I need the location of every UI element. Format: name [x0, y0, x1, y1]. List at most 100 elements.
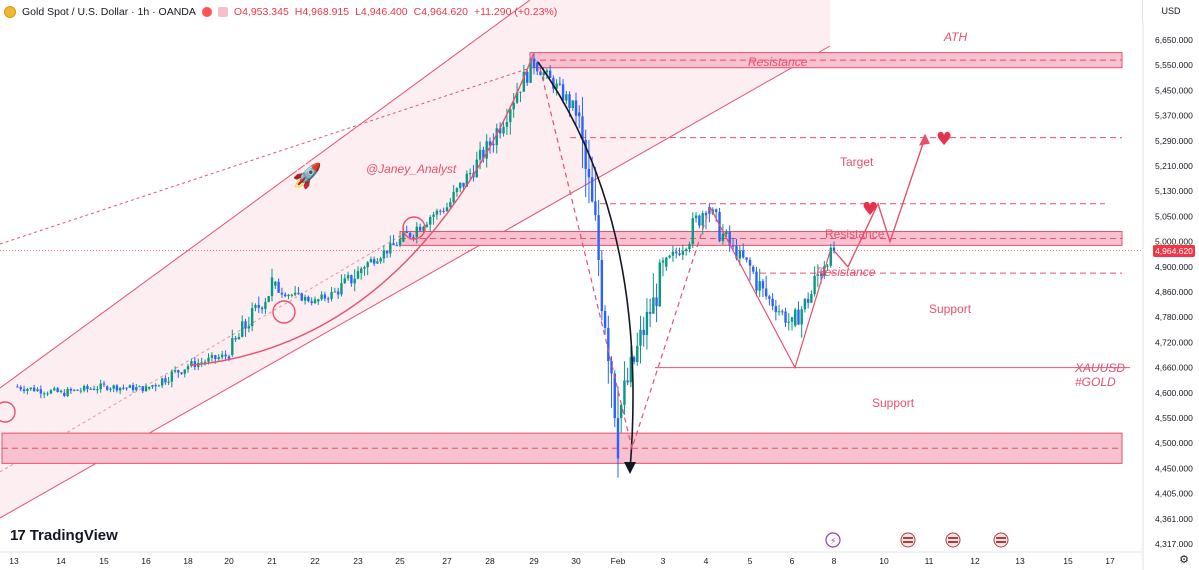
candle-body — [408, 233, 412, 237]
market-dot-icon — [201, 7, 212, 17]
price-tick-label: 5,370.000 — [1155, 111, 1193, 121]
highlight-circle — [402, 216, 426, 240]
candle-body — [106, 386, 109, 390]
us-flag-stripe — [948, 541, 958, 543]
candle-body — [777, 311, 781, 313]
candle-body — [122, 387, 125, 389]
candle-body — [376, 261, 379, 264]
time-tick-label: 8 — [832, 556, 837, 566]
candle-body — [452, 192, 455, 203]
price-tick-label: 4,361.000 — [1155, 514, 1193, 524]
candle-body — [691, 218, 694, 245]
candle-body — [183, 369, 186, 374]
price-tick-label: 4,720.000 — [1155, 337, 1193, 347]
candle-body — [247, 326, 251, 329]
candle-body — [652, 297, 655, 314]
candle-body — [214, 355, 217, 360]
price-axis-bg — [1143, 0, 1199, 570]
candle-body — [76, 389, 79, 391]
currency-selector[interactable]: USD — [1142, 0, 1199, 22]
candle-body — [584, 139, 587, 169]
tradingview-logo[interactable]: 17 TradingView — [10, 527, 118, 544]
candle-body — [287, 294, 290, 297]
candle-body — [681, 250, 685, 255]
candle-body — [568, 94, 571, 109]
candle-body — [694, 215, 698, 219]
candle-body — [787, 321, 790, 323]
candle-body — [718, 211, 721, 241]
candle-body — [465, 173, 469, 187]
candle-body — [655, 297, 658, 307]
symbol-title[interactable]: Gold Spot / U.S. Dollar · 1h · OANDA — [22, 6, 196, 18]
candle-body — [79, 390, 83, 392]
candle-body — [207, 357, 210, 362]
candle-body — [642, 329, 645, 336]
candle-body — [310, 301, 313, 303]
resistance-zone-label: Resistance — [816, 265, 876, 279]
candle-body — [645, 311, 649, 336]
candle-body — [109, 388, 112, 390]
candle-body — [678, 253, 681, 255]
candle-body — [164, 378, 167, 383]
candle-body — [764, 288, 768, 297]
candle-body — [151, 385, 154, 387]
candle-body — [157, 385, 161, 387]
candle-body — [379, 258, 382, 262]
price-tick-label: 4,900.000 — [1155, 262, 1193, 272]
candle-body — [415, 226, 418, 237]
equals-icon — [217, 7, 228, 17]
candle-body — [177, 370, 180, 373]
candle-body — [813, 275, 816, 295]
candle-body — [485, 141, 488, 159]
candle-body — [829, 247, 832, 266]
settings-gear-icon[interactable]: ⚙ — [1179, 554, 1189, 566]
candle-body — [200, 362, 203, 364]
candle-body — [170, 371, 174, 382]
candle-body — [758, 281, 761, 291]
candle-body — [665, 257, 668, 267]
candle-body — [552, 77, 555, 89]
candle-body — [439, 210, 442, 212]
last-price-badge: 4,964.620 — [1153, 244, 1195, 257]
resistance-mid-label: Resistance — [825, 227, 885, 241]
candle-body — [505, 121, 509, 127]
candle-body — [254, 305, 257, 309]
candle-body — [231, 338, 234, 355]
candle-body — [425, 224, 429, 227]
time-tick-label: 15 — [99, 556, 109, 566]
candle-body — [366, 262, 369, 268]
candle-body — [661, 260, 665, 263]
candle-body — [307, 296, 310, 302]
candle-body — [418, 226, 422, 231]
price-tick-label: 5,000.000 — [1155, 237, 1193, 247]
candle-body — [539, 71, 542, 76]
candle-body — [574, 100, 578, 116]
price-tick-label: 5,210.000 — [1155, 161, 1193, 171]
candle-body — [293, 292, 297, 295]
us-flag-icon — [945, 532, 961, 548]
time-tick-label: 16 — [141, 556, 151, 566]
price-tick-label: 5,450.000 — [1155, 85, 1193, 95]
candle-body — [115, 385, 119, 391]
price-tick-label: 4,405.000 — [1155, 489, 1193, 499]
ohlc-change: +11.290 (+0.23%) — [473, 6, 558, 18]
candle-body — [600, 260, 604, 312]
candle-body — [144, 386, 148, 392]
candle-body — [429, 217, 432, 225]
us-flag-stripe — [903, 537, 913, 539]
candle-body — [738, 250, 742, 259]
candle-body — [284, 294, 287, 297]
candle-body — [300, 293, 303, 301]
price-tick-label: 4,780.000 — [1155, 312, 1193, 322]
heart-icon: ♥ — [862, 199, 878, 220]
gold-coin-icon — [4, 6, 16, 18]
candle-body — [190, 361, 193, 366]
us-flag-stripe — [948, 537, 958, 539]
candle-body — [69, 388, 73, 391]
highlight-circle — [0, 401, 16, 423]
symbol-header[interactable]: Gold Spot / U.S. Dollar · 1h · OANDA O4,… — [4, 4, 557, 20]
candle-body — [671, 251, 675, 256]
time-tick-label: 22 — [310, 556, 320, 566]
